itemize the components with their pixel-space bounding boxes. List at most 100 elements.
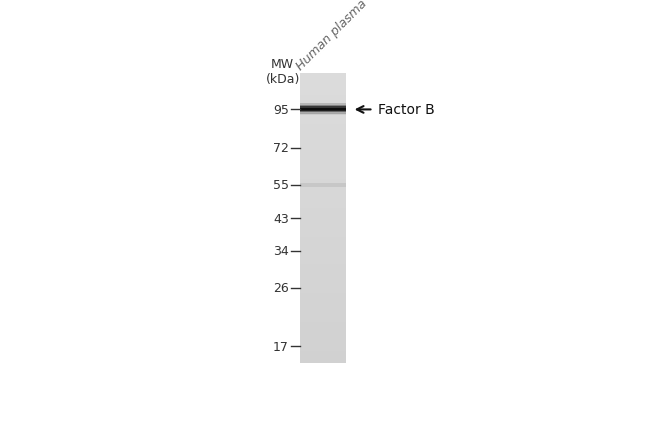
Bar [300,201,346,204]
Text: 17: 17 [273,340,289,353]
Bar [300,288,346,291]
Bar [300,345,346,348]
Bar [300,196,346,199]
Bar [300,170,346,173]
Bar [300,165,346,168]
Bar [300,312,346,315]
Bar [300,348,346,351]
Bar [300,105,346,108]
Text: 72: 72 [273,142,289,155]
Text: MW
(kDa): MW (kDa) [266,58,300,86]
Bar [300,302,346,305]
Bar [300,86,346,89]
Bar [300,254,346,257]
Bar [300,117,346,120]
Bar [300,322,346,324]
Bar [300,91,346,93]
Bar [300,151,346,153]
Bar [300,300,346,302]
Bar [300,336,346,339]
Bar [300,115,346,118]
Bar [300,343,346,346]
Bar [300,235,346,238]
Bar [300,259,346,262]
Bar [300,350,346,353]
Bar [300,281,346,283]
Bar [300,264,346,267]
Bar [300,114,346,115]
Bar [300,175,346,178]
Bar [300,167,346,170]
Bar [300,218,346,221]
Bar [300,245,346,247]
Bar [300,100,346,103]
Bar [300,177,346,180]
Bar [300,153,346,156]
Bar [300,155,346,158]
Bar [300,240,346,242]
Bar [300,247,346,250]
Bar [300,122,346,124]
Bar [300,283,346,286]
Bar [300,106,346,107]
Bar [300,160,346,163]
Bar [300,124,346,127]
Bar [300,278,346,281]
Text: 43: 43 [273,213,289,225]
Bar [300,111,346,112]
Bar [300,127,346,130]
Bar [300,112,346,115]
Bar [300,338,346,341]
Bar [300,213,346,216]
Bar [300,158,346,161]
Bar [300,144,346,146]
Bar [300,334,346,336]
Bar [300,307,346,310]
Bar [300,95,346,98]
Bar [300,357,346,360]
Bar [300,107,346,110]
Bar [300,204,346,206]
Bar [300,314,346,317]
Bar [300,293,346,295]
Bar [300,319,346,322]
Bar [300,139,346,141]
Bar [300,273,346,276]
Bar [300,305,346,308]
Bar [300,211,346,213]
Bar [300,355,346,358]
Text: 26: 26 [273,282,289,294]
Bar [300,223,346,226]
Bar [300,297,346,300]
Bar [300,295,346,298]
Bar [300,341,346,343]
Bar [300,271,346,274]
Bar [300,184,346,187]
Bar [300,112,346,114]
Bar [300,326,346,329]
Text: Factor B: Factor B [378,103,436,117]
Bar [300,148,346,151]
Bar [300,163,346,165]
Bar [300,360,346,363]
Bar [300,83,346,86]
Bar [300,324,346,327]
Bar [300,103,346,105]
Bar [300,237,346,240]
Bar [300,109,346,112]
Bar [300,104,346,106]
Bar [300,233,346,235]
Bar [300,78,346,81]
Bar [300,206,346,209]
Bar [300,184,346,187]
Bar [300,110,346,112]
Bar [300,119,346,122]
Bar [300,76,346,79]
Bar [300,290,346,293]
Bar [300,276,346,279]
Bar [300,310,346,312]
Bar [300,331,346,334]
Bar [300,81,346,83]
Bar [300,225,346,228]
Bar [300,353,346,356]
